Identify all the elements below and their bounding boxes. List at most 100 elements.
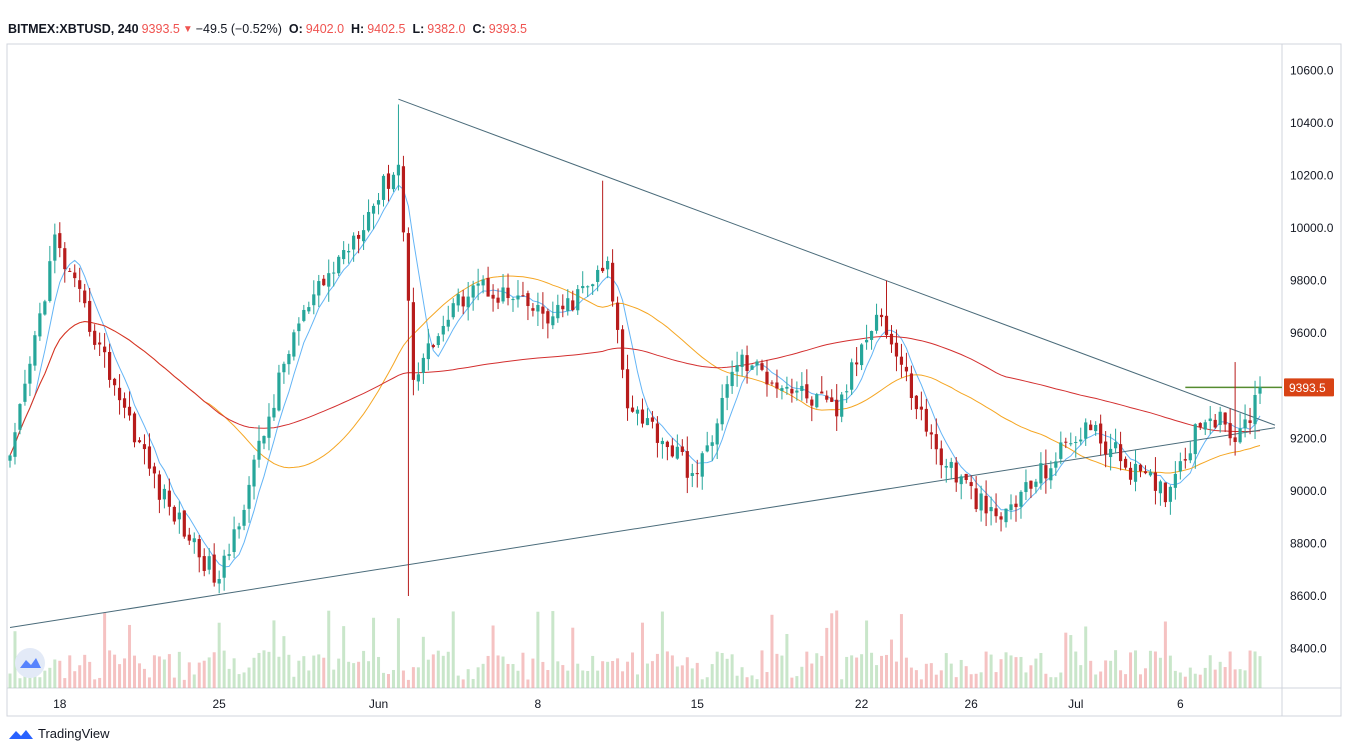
candle-body[interactable]: [122, 398, 127, 408]
candle-body[interactable]: [486, 277, 490, 297]
candle-body[interactable]: [451, 303, 455, 318]
candle-body[interactable]: [610, 262, 615, 302]
candle-body[interactable]: [1238, 428, 1242, 443]
candle-body[interactable]: [197, 539, 201, 558]
candle-body[interactable]: [1059, 442, 1063, 459]
candle-body[interactable]: [342, 250, 346, 260]
candle-body[interactable]: [855, 362, 859, 365]
candle-body[interactable]: [815, 394, 819, 408]
candle-body[interactable]: [142, 444, 147, 450]
candle-body[interactable]: [332, 272, 336, 274]
candle-body[interactable]: [810, 399, 814, 406]
candle-body[interactable]: [720, 397, 724, 425]
candle-body[interactable]: [222, 555, 226, 578]
candle-body[interactable]: [1208, 418, 1212, 422]
candle-body[interactable]: [8, 455, 12, 461]
candle-body[interactable]: [1094, 425, 1098, 432]
trendline-1[interactable]: [398, 98, 1276, 426]
trendline-2[interactable]: [9, 427, 1276, 629]
candle-body[interactable]: [760, 363, 764, 370]
candle-body[interactable]: [601, 267, 605, 272]
candle-body[interactable]: [1183, 459, 1187, 461]
candle-body[interactable]: [790, 388, 794, 394]
footer[interactable]: TradingView: [8, 726, 110, 741]
candle-body[interactable]: [282, 363, 286, 373]
candle-body[interactable]: [227, 554, 231, 556]
candle-body[interactable]: [556, 304, 560, 319]
candle-body[interactable]: [302, 309, 306, 321]
candle-body[interactable]: [541, 306, 545, 314]
candle-body[interactable]: [665, 441, 669, 448]
candle-body[interactable]: [949, 461, 953, 468]
candle-body[interactable]: [312, 294, 316, 306]
candle-body[interactable]: [1128, 467, 1133, 480]
candle-body[interactable]: [287, 354, 291, 365]
candle-body[interactable]: [1218, 411, 1222, 425]
candle-body[interactable]: [217, 579, 221, 584]
candle-body[interactable]: [974, 488, 978, 510]
candle-body[interactable]: [58, 233, 62, 249]
candle-body[interactable]: [1004, 508, 1008, 523]
candle-body[interactable]: [1143, 471, 1148, 474]
candle-body[interactable]: [959, 476, 963, 485]
candle-body[interactable]: [954, 462, 958, 483]
candle-body[interactable]: [401, 166, 406, 233]
candle-body[interactable]: [103, 346, 107, 353]
candle-body[interactable]: [73, 272, 77, 279]
candle-body[interactable]: [820, 391, 824, 394]
candle-body[interactable]: [1014, 503, 1018, 508]
candle-body[interactable]: [690, 473, 694, 476]
candle-body[interactable]: [929, 432, 933, 435]
candle-body[interactable]: [172, 506, 176, 522]
candle-body[interactable]: [576, 289, 580, 311]
candle-body[interactable]: [860, 344, 864, 366]
candle-body[interactable]: [695, 473, 699, 475]
symbol-name[interactable]: BITMEX:XBTUSD, 240: [8, 22, 139, 36]
candle-body[interactable]: [1213, 419, 1217, 428]
candle-body[interactable]: [371, 205, 376, 214]
candle-body[interactable]: [845, 391, 849, 393]
candle-body[interactable]: [919, 406, 923, 410]
candle-body[interactable]: [745, 355, 749, 372]
candle-body[interactable]: [1163, 482, 1167, 503]
candle-body[interactable]: [83, 290, 87, 304]
candle-body[interactable]: [625, 369, 630, 409]
candle-body[interactable]: [411, 302, 415, 380]
candle-body[interactable]: [421, 357, 425, 373]
candle-body[interactable]: [177, 512, 181, 520]
candle-body[interactable]: [879, 314, 884, 318]
candle-body[interactable]: [167, 490, 171, 507]
candle-body[interactable]: [292, 332, 296, 357]
candle-body[interactable]: [536, 304, 540, 312]
candle-body[interactable]: [1104, 441, 1108, 455]
candle-body[interactable]: [93, 330, 97, 345]
candle-body[interactable]: [571, 300, 575, 311]
candle-body[interactable]: [770, 382, 774, 384]
candle-body[interactable]: [785, 386, 789, 389]
candle-body[interactable]: [869, 331, 874, 340]
candle-body[interactable]: [1233, 437, 1237, 443]
candle-body[interactable]: [396, 164, 401, 176]
candle-body[interactable]: [830, 397, 834, 402]
candle-body[interactable]: [1019, 491, 1023, 507]
candle-body[interactable]: [43, 301, 47, 315]
candle-body[interactable]: [352, 235, 356, 250]
candle-body[interactable]: [127, 406, 132, 416]
candle-body[interactable]: [1039, 463, 1043, 484]
candle-body[interactable]: [13, 432, 17, 457]
candle-body[interactable]: [157, 474, 162, 500]
candle-body[interactable]: [297, 323, 301, 332]
candle-body[interactable]: [620, 329, 625, 370]
candle-body[interactable]: [934, 434, 938, 450]
candle-body[interactable]: [1069, 443, 1073, 445]
candle-body[interactable]: [272, 407, 276, 418]
candle-body[interactable]: [979, 493, 983, 511]
candle-body[interactable]: [1138, 464, 1143, 472]
candle-body[interactable]: [117, 387, 122, 401]
time-axis[interactable]: 18 25 Jun 8 15 22 26 Jul 6: [53, 697, 1184, 711]
candle-body[interactable]: [1113, 442, 1118, 449]
candle-body[interactable]: [1109, 448, 1113, 458]
candle-body[interactable]: [640, 409, 645, 424]
candlesticks[interactable]: [8, 104, 1262, 596]
